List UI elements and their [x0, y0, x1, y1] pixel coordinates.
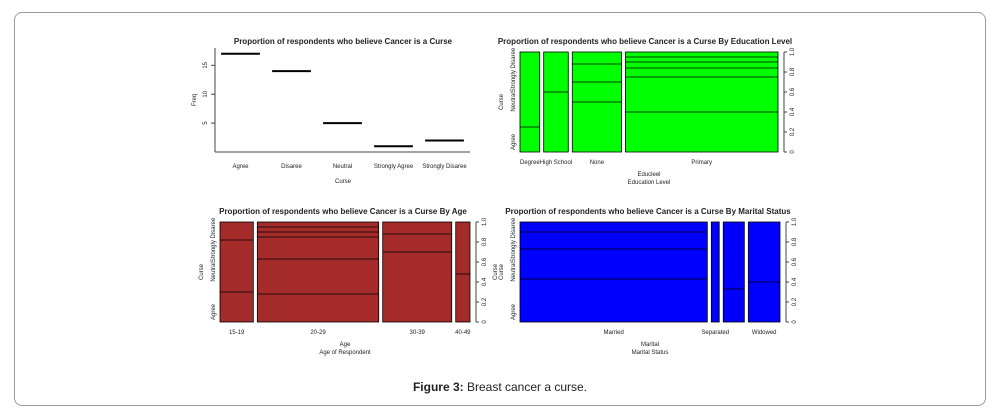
chart-1: [211, 48, 470, 153]
chart-2-right-tick-label: 0.2: [790, 127, 796, 136]
chart-3-tile: [455, 221, 471, 323]
caption-label: Figure 3:: [412, 380, 464, 394]
chart-4-right-tick-label: 0.4: [792, 277, 798, 286]
chart-3-ylabel-right: Curse: [493, 263, 499, 280]
chart-2-x-tick-label: Primary: [691, 160, 712, 166]
chart-4: [519, 221, 789, 323]
chart-2-level-label: Agree: [511, 133, 517, 150]
chart-2-right-tick-label: 0: [790, 150, 796, 154]
chart-3-xlabel: Age: [340, 342, 351, 348]
chart-2-right-tick-label: 0.8: [790, 67, 796, 76]
chart-3-x-tick-label: 30-39: [410, 330, 426, 336]
chart-4-level-label: Strongly Disaree: [511, 217, 517, 262]
chart-3-right-tick-label: 0: [482, 320, 488, 324]
chart-3-level-label: Strongly Disaree: [211, 217, 217, 262]
chart-4-x-tick-label: Widowed: [752, 330, 777, 336]
caption-text: Breast cancer a curse.: [463, 380, 588, 394]
chart-1-y-tick-label: 10: [203, 90, 209, 97]
chart-1-x-tick-label: Agree: [232, 164, 249, 170]
chart-2-tile: [543, 51, 569, 153]
chart-2-x-tick-label: Degree: [520, 160, 540, 166]
chart-3: [219, 221, 479, 323]
chart-3-ylabel: Curse: [199, 263, 205, 280]
chart-2-xlabel2: Education Level: [628, 180, 671, 186]
chart-2-xlabel: Educleel: [637, 172, 660, 178]
chart-4-right-tick-label: 1.0: [792, 217, 798, 226]
figure-caption: Figure 3: Breast cancer a curse.: [0, 380, 1000, 394]
chart-2-x-tick-label: None: [590, 160, 605, 166]
chart-3-x-tick-label: 20-29: [310, 330, 326, 336]
chart-1-title: Proportion of respondents who believe Ca…: [234, 37, 453, 46]
chart-4-tile: [519, 221, 708, 323]
chart-4-x-tick-label: Married: [603, 330, 623, 336]
chart-3-right-tick-label: 0.2: [482, 297, 488, 306]
chart-2-right-tick-label: 0.4: [790, 107, 796, 116]
chart-2-x-tick-label: High School: [540, 160, 572, 166]
chart-4-right-tick-label: 0.2: [792, 297, 798, 306]
chart-4-x-tick-label: Separated: [701, 330, 729, 336]
chart-4-xlabel2: Marital Status: [632, 350, 669, 356]
chart-3-xlabel2: Age of Respondent: [319, 350, 371, 356]
chart-4-right-tick-label: 0.8: [792, 237, 798, 246]
chart-3-x-tick-label: 40-49: [455, 330, 471, 336]
chart-3-level-label: Agree: [211, 303, 217, 320]
chart-2-ylabel: Curse: [499, 93, 505, 110]
chart-4-tile: [747, 221, 781, 323]
chart-3-tile: [219, 221, 254, 323]
chart-2-right-tick-label: 1.0: [790, 47, 796, 56]
chart-3-title: Proportion of respondents who believe Ca…: [219, 207, 467, 216]
chart-3-x-tick-label: 15-19: [229, 330, 245, 336]
chart-2: [519, 51, 787, 153]
chart-1-xlabel: Curse: [335, 179, 352, 185]
chart-2-title: Proportion of respondents who believe Ca…: [498, 37, 792, 46]
chart-3-right-tick-label: 0.8: [482, 237, 488, 246]
chart-4-title: Proportion of respondents who believe Ca…: [505, 207, 791, 216]
chart-4-tile: [710, 221, 720, 323]
chart-2-level-label: Neutral: [511, 92, 517, 111]
figure-frame: [14, 12, 986, 406]
chart-2-right-tick-label: 0.6: [790, 87, 796, 96]
chart-3-tile: [382, 221, 453, 323]
chart-4-right-tick-label: 0.6: [792, 257, 798, 266]
chart-4-tile: [722, 221, 745, 323]
chart-2-tile: [519, 51, 541, 153]
chart-1-x-tick-label: Strongly Disaree: [422, 164, 467, 170]
chart-4-xlabel: Marital: [641, 342, 659, 348]
chart-1-x-tick-label: Neutral: [333, 164, 352, 170]
chart-2-level-label: Strongly Disaree: [511, 47, 517, 92]
chart-4-level-label: Agree: [511, 303, 517, 320]
chart-3-level-label: Neutral: [211, 262, 217, 281]
chart-1-ylabel: Freq: [192, 94, 198, 106]
chart-4-right-tick-label: 0: [792, 320, 798, 324]
chart-3-right-tick-label: 1.0: [482, 217, 488, 226]
chart-4-level-label: Neutral: [511, 262, 517, 281]
chart-3-right-tick-label: 0.4: [482, 277, 488, 286]
chart-3-tile: [256, 221, 380, 323]
chart-4-ylabel: Curse: [499, 263, 505, 280]
chart-1-x-tick-label: Strongly Agree: [374, 164, 414, 170]
chart-2-tile: [625, 51, 779, 153]
chart-3-right-tick-label: 0.6: [482, 257, 488, 266]
chart-1-x-tick-label: Disaree: [281, 164, 302, 170]
chart-1-y-tick-label: 15: [203, 61, 209, 68]
chart-1-y-tick-label: 5: [203, 121, 209, 125]
